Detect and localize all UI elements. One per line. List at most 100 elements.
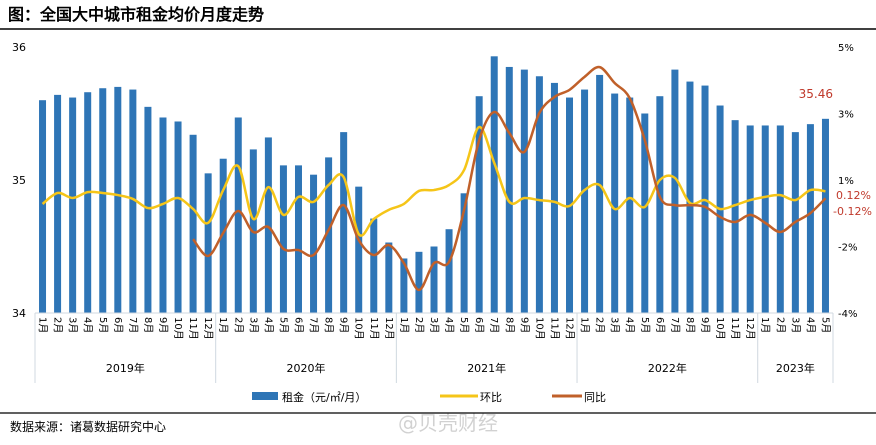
month-tick-label: 8月 [142,317,154,333]
month-tick-label: 9月 [338,317,350,333]
month-tick-label: 12月 [202,317,214,340]
source-note: 数据来源：诸葛数据研究中心 [10,419,166,434]
rent-bar [99,88,107,313]
rent-bar [806,124,814,313]
legend-swatch-rent [252,392,278,400]
rent-bar [69,97,77,313]
year-label: 2021年 [467,361,506,375]
rent-bar [355,186,363,313]
month-tick-label: 6月 [112,317,124,333]
rent-bar [159,117,167,314]
month-tick-label: 7月 [308,317,320,333]
rent-bar [475,96,483,314]
month-tick-label: 4月 [624,317,636,333]
rent-bar [219,158,227,313]
rent-bar [54,94,62,313]
rent-bar [84,92,92,313]
month-tick-label: 1月 [398,317,410,333]
month-tick-label: 4月 [443,317,455,333]
month-tick-label: 11月 [729,317,741,340]
rent-bar [686,81,694,313]
month-tick-label: 11月 [187,317,199,340]
month-tick-label: 2月 [774,317,786,333]
rent-bar [189,134,197,313]
month-tick-label: 9月 [518,317,530,333]
rent-bar [731,120,739,314]
rent-bar [641,113,649,313]
month-tick-label: 3月 [67,317,79,333]
legend-label-rent: 租金（元/㎡/月） [282,390,366,404]
rent-bar [626,97,634,313]
annotation-last-mom: 0.12% [836,189,871,202]
month-tick-label: 3月 [789,317,801,333]
right-axis-tick-label: -2% [838,243,857,254]
rent-bar [264,137,272,313]
rent-bar [505,66,513,313]
month-tick-label: 5月 [639,317,651,333]
chart-title: 图：全国大中城市租金均价月度走势 [8,5,264,24]
left-axis-tick-label: 36 [12,41,26,54]
rent-bar [430,246,438,313]
rent-bar [611,93,619,313]
rent-bar [279,165,287,313]
month-tick-label: 4月 [262,317,274,333]
rent-bar [671,69,679,313]
watermark: @贝壳财经 [398,411,498,435]
rent-bar [400,258,408,313]
month-tick-label: 7月 [669,317,681,333]
rent-bar [490,56,498,314]
month-tick-label: 1月 [37,317,49,333]
month-tick-label: 1月 [579,317,591,333]
annotation-last-yoy: -0.12% [833,205,872,218]
month-tick-label: 10月 [533,317,545,340]
left-axis-tick-label: 34 [12,307,26,320]
month-tick-label: 9月 [699,317,711,333]
rent-bar [294,165,302,313]
month-tick-label: 2月 [594,317,606,333]
rent-bar [656,96,664,314]
rent-bar [114,86,122,314]
left-axis-tick-label: 35 [12,174,26,187]
rent-bar [385,242,393,313]
month-tick-label: 6月 [473,317,485,333]
annotation-last-rent: 35.46 [799,87,833,101]
rent-bar [174,121,182,313]
month-tick-label: 7月 [488,317,500,333]
month-tick-label: 3月 [247,317,259,333]
rent-bar [340,132,348,313]
rent-bar [204,173,212,313]
rent-bar [234,117,242,314]
month-tick-label: 12月 [564,317,576,340]
month-tick-label: 11月 [548,317,560,340]
rent-bar [596,74,604,314]
mom-line [41,125,826,237]
year-label: 2020年 [287,361,326,375]
year-label: 2019年 [106,361,145,375]
month-tick-label: 2月 [52,317,64,333]
month-tick-label: 2月 [232,317,244,333]
yoy-line [192,65,827,292]
rent-bar [129,89,137,313]
rent-bar [550,82,558,313]
rent-bar [325,157,333,313]
month-tick-label: 12月 [383,317,395,340]
month-tick-label: 12月 [744,317,756,340]
month-tick-label: 8月 [323,317,335,333]
month-tick-label: 6月 [292,317,304,333]
rent-bar [581,89,589,313]
year-label: 2022年 [648,361,687,375]
rent-bar [746,125,754,313]
year-label: 2023年 [776,361,815,375]
rent-bar [39,100,47,313]
rent-bar [821,118,829,313]
month-tick-label: 3月 [428,317,440,333]
month-tick-label: 9月 [157,317,169,333]
right-axis-tick-label: 3% [838,110,854,121]
month-tick-label: 8月 [684,317,696,333]
right-axis-tick-label: -4% [838,309,857,320]
rent-bar [520,69,528,313]
right-axis-tick-label: 5% [838,43,854,54]
month-tick-label: 1月 [759,317,771,333]
month-tick-label: 5月 [277,317,289,333]
